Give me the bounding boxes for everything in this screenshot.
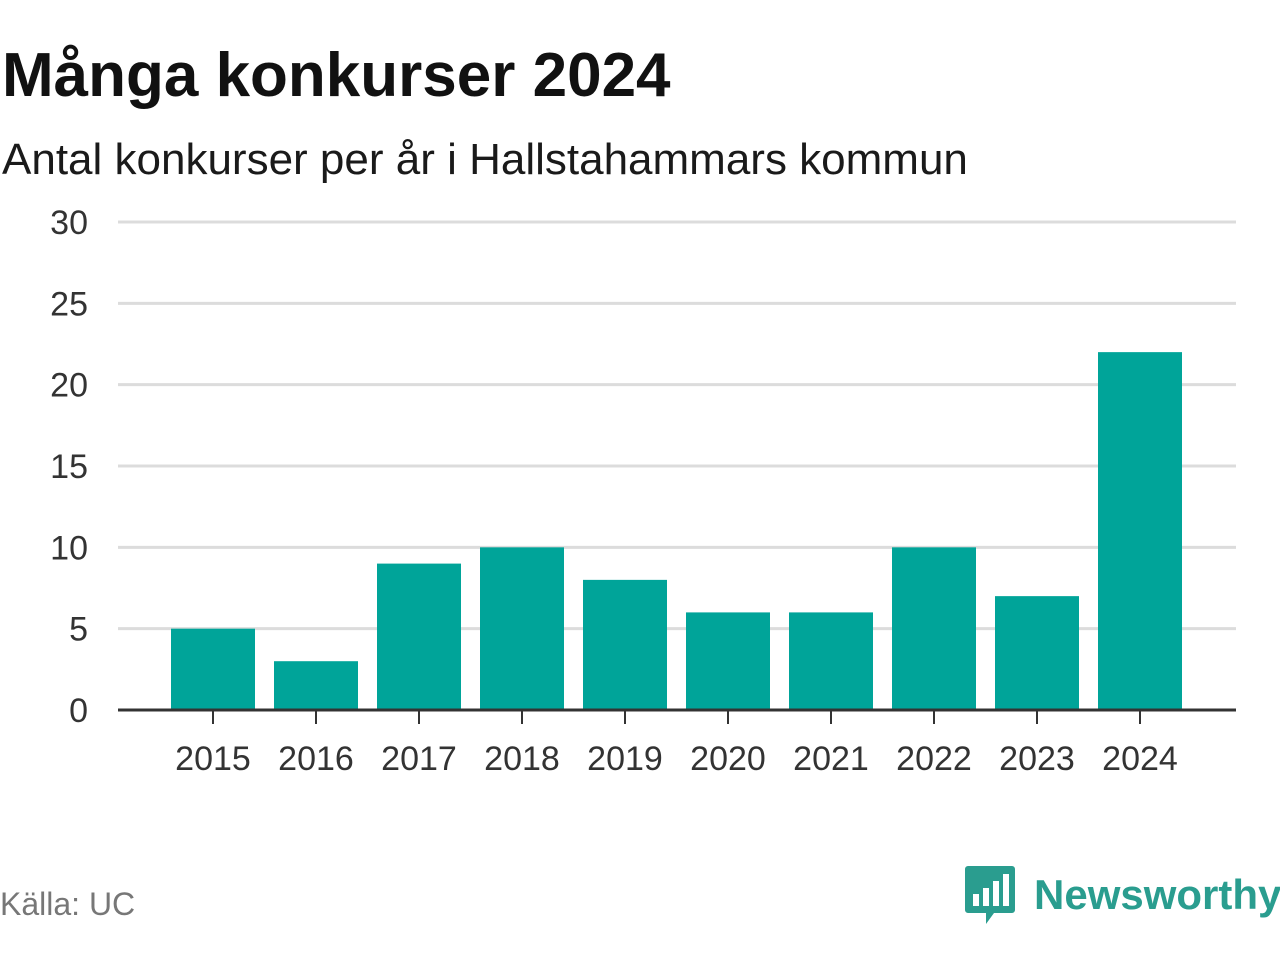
x-tick-label: 2021 bbox=[793, 740, 869, 778]
x-tick-label: 2022 bbox=[896, 740, 972, 778]
bar bbox=[686, 612, 770, 710]
x-tick-label: 2023 bbox=[999, 740, 1075, 778]
x-tick-label: 2016 bbox=[278, 740, 354, 778]
y-tick-label: 0 bbox=[69, 692, 88, 730]
chart-subtitle: Antal konkurser per år i Hallstahammars … bbox=[2, 135, 968, 184]
y-axis-ticks: 0 5 10 15 20 25 30 bbox=[50, 204, 88, 730]
x-tick-label: 2020 bbox=[690, 740, 766, 778]
bar bbox=[480, 547, 564, 710]
bar bbox=[789, 612, 873, 710]
x-tick-label: 2017 bbox=[381, 740, 457, 778]
brand-name: Newsworthy bbox=[1034, 871, 1280, 918]
grid-lines bbox=[118, 220, 1236, 631]
x-tick-label: 2019 bbox=[587, 740, 663, 778]
y-tick-label: 30 bbox=[50, 204, 88, 242]
y-tick-label: 5 bbox=[69, 611, 88, 649]
source-note: Källa: UC bbox=[0, 886, 136, 922]
x-axis: 2015 2016 2017 2018 2019 2020 2021 2022 2023 2024 bbox=[118, 708, 1236, 778]
bar bbox=[995, 596, 1079, 710]
bar bbox=[274, 661, 358, 710]
bar bbox=[1098, 352, 1182, 710]
x-tick-label: 2018 bbox=[484, 740, 560, 778]
y-tick-label: 25 bbox=[50, 285, 88, 323]
bar bbox=[171, 628, 255, 710]
bar-chart-speech-bubble-icon bbox=[965, 866, 1015, 924]
brand-logo: Newsworthy bbox=[964, 864, 1280, 926]
bar bbox=[892, 547, 976, 710]
y-tick-label: 15 bbox=[50, 448, 88, 486]
bars bbox=[171, 352, 1182, 710]
x-tick-label: 2024 bbox=[1102, 740, 1178, 778]
y-tick-label: 20 bbox=[50, 367, 88, 405]
x-tick-label: 2015 bbox=[175, 740, 251, 778]
bar bbox=[377, 563, 461, 710]
bar bbox=[583, 579, 667, 710]
y-tick-label: 10 bbox=[50, 529, 88, 567]
chart-title: Många konkurser 2024 bbox=[2, 41, 671, 110]
